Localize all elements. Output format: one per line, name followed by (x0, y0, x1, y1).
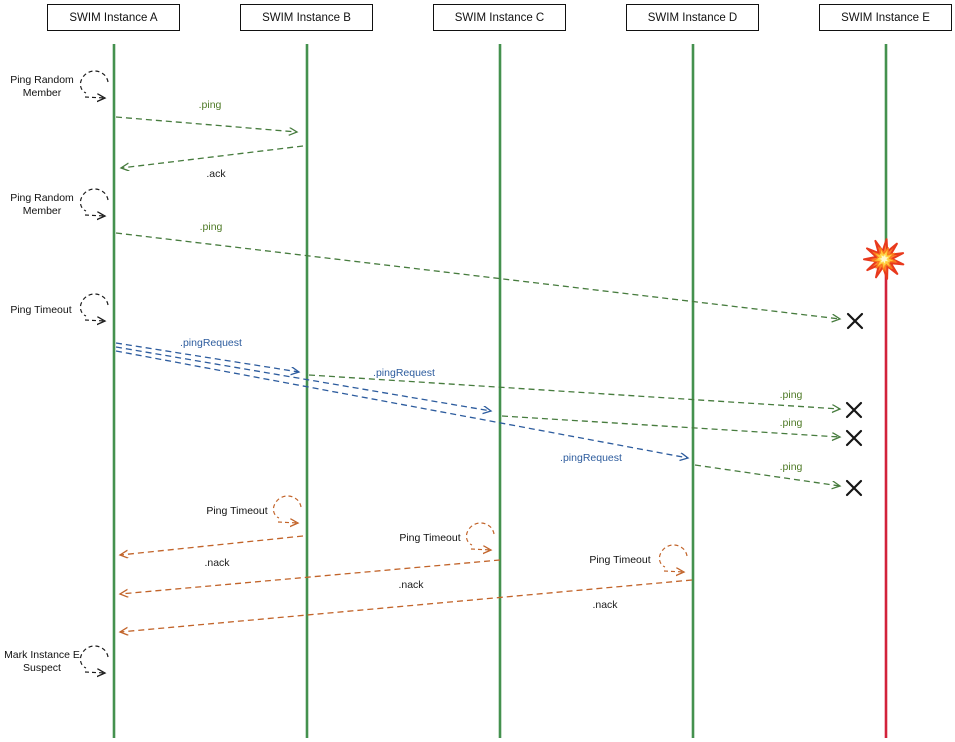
message-label-ping-a-b: .ping (199, 99, 222, 111)
actor-label: SWIM Instance E (841, 11, 930, 24)
message-arrow-nack-c-a (120, 559, 501, 594)
message-label-nack-c-a: .nack (398, 579, 424, 591)
message-arrow-nack-d-a (120, 579, 693, 632)
self-loop-arrow-ping-timeout-a (84, 320, 105, 321)
actor-box-swim-instance-c: SWIM Instance C (433, 4, 566, 31)
message-label-nack-b-a: .nack (204, 557, 230, 569)
self-loop-curve-ping-random-member-1 (79, 70, 109, 94)
message-arrow-ping-d-e (694, 464, 840, 486)
actor-label: SWIM Instance A (69, 11, 158, 24)
self-loop-arrow-ping-random-member-2 (84, 215, 105, 216)
message-arrow-ping-b-e (308, 374, 840, 409)
message-label-ping-c-e: .ping (780, 417, 803, 429)
message-arrow-ping-request-a-d (115, 350, 688, 458)
self-loop-arrow-ping-random-member-1 (84, 97, 105, 98)
actor-label: SWIM Instance B (262, 11, 351, 24)
labels-layer: .ping .ack .ping .pingRequest .pingRequest .p… (4, 74, 802, 674)
self-loop-arrow-ping-timeout-c (470, 549, 491, 550)
self-loop-arrow-ping-timeout-d (663, 571, 684, 572)
self-loop-label-ping-random-member-1: Member (23, 87, 62, 99)
message-label-ping-request-a-b: .pingRequest (180, 337, 242, 349)
self-loop-label-ping-timeout-b: Ping Timeout (206, 505, 267, 517)
message-label-ack-b-a: .ack (206, 168, 226, 180)
actor-box-swim-instance-a: SWIM Instance A (47, 4, 180, 31)
message-arrow-ping-a-e (115, 232, 840, 319)
explosion-layer (863, 238, 905, 280)
self-loop-label-ping-timeout-d: Ping Timeout (589, 554, 650, 566)
messages-layer (115, 116, 840, 632)
self-loop-label-ping-timeout-c: Ping Timeout (399, 532, 460, 544)
message-arrow-ping-a-b (115, 116, 297, 132)
message-arrow-nack-b-a (120, 535, 304, 555)
self-loop-label-ping-timeout-a: Ping Timeout (10, 304, 71, 316)
delivery-failed-x-ping-c-e (845, 429, 863, 447)
message-label-ping-b-e: .ping (780, 389, 803, 401)
self-loop-arrow-ping-timeout-b (277, 522, 298, 523)
delivery-failed-x-ping-b-e (845, 401, 863, 419)
self-loop-label-ping-random-member-2: Ping Random (10, 192, 74, 204)
message-arrow-ping-c-e (501, 415, 840, 437)
self-loop-label-ping-random-member-2: Member (23, 205, 62, 217)
actor-box-swim-instance-d: SWIM Instance D (626, 4, 759, 31)
self-loop-curve-ping-timeout-c (465, 522, 495, 546)
self-loop-arrow-mark-instance-e-suspect (84, 672, 105, 673)
self-loop-curve-mark-instance-e-suspect (79, 645, 109, 669)
message-label-nack-d-a: .nack (592, 599, 618, 611)
self-loop-curve-ping-timeout-b (272, 495, 302, 519)
message-label-ping-d-e: .ping (780, 461, 803, 473)
self-loop-curve-ping-random-member-2 (79, 188, 109, 212)
explosion-burst-core-icon (877, 252, 890, 266)
self-loop-label-mark-instance-e-suspect: Mark Instance E (4, 649, 80, 661)
delivery-failed-x-ping-a-e (846, 312, 864, 330)
message-label-ping-request-a-d: .pingRequest (560, 452, 622, 464)
delivery-failed-x-ping-d-e (845, 479, 863, 497)
message-label-ping-request-a-c: .pingRequest (373, 367, 435, 379)
self-loops-layer (79, 70, 688, 673)
actor-box-swim-instance-b: SWIM Instance B (240, 4, 373, 31)
failure-marks-layer (845, 312, 864, 497)
actor-label: SWIM Instance C (454, 11, 545, 24)
message-label-ping-a-e: .ping (200, 221, 223, 233)
self-loop-curve-ping-timeout-a (79, 293, 109, 317)
actor-box-swim-instance-e: SWIM Instance E (819, 4, 952, 31)
lifelines-layer (112, 44, 888, 738)
message-arrow-ping-request-a-b (115, 342, 299, 372)
message-arrow-ping-request-a-c (115, 346, 491, 411)
actor-label: SWIM Instance D (647, 11, 738, 24)
self-loop-curve-ping-timeout-d (658, 544, 688, 568)
message-arrow-ack-b-a (121, 145, 304, 168)
self-loop-label-mark-instance-e-suspect: Suspect (23, 662, 61, 674)
self-loop-label-ping-random-member-1: Ping Random (10, 74, 74, 86)
